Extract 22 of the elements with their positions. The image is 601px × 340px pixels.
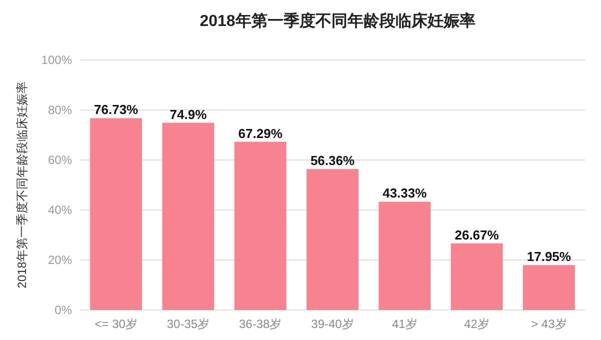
xtick: 42岁 <box>464 317 490 331</box>
ytick: 80% <box>48 103 72 117</box>
xtick: 39-40岁 <box>311 317 354 331</box>
ytick: 0% <box>54 303 72 317</box>
data-label: 76.73% <box>94 102 138 118</box>
data-label: 17.95% <box>526 249 571 264</box>
ytick: 40% <box>48 203 72 217</box>
title: 2018年第一季度不同年龄段临床妊娠率 <box>200 13 476 30</box>
data-label: 74.9% <box>170 106 207 122</box>
ytick: 60% <box>48 153 72 167</box>
ytick: 20% <box>48 253 72 267</box>
ylabel: 2018年第一季度不同年龄段临床妊娠率 <box>15 82 29 288</box>
xtick: > 43岁 <box>531 317 567 331</box>
xtick: 30-35岁 <box>166 317 210 331</box>
ytick: 100% <box>41 53 72 67</box>
xtick: <= 30岁 <box>94 317 138 331</box>
xtick: 36-38岁 <box>239 317 282 331</box>
data-label: 26.67% <box>454 227 499 242</box>
data-label: 67.29% <box>238 126 282 141</box>
data-label: 43.33% <box>382 186 427 201</box>
xtick: 41岁 <box>392 317 418 331</box>
data-label: 56.36% <box>310 153 355 168</box>
